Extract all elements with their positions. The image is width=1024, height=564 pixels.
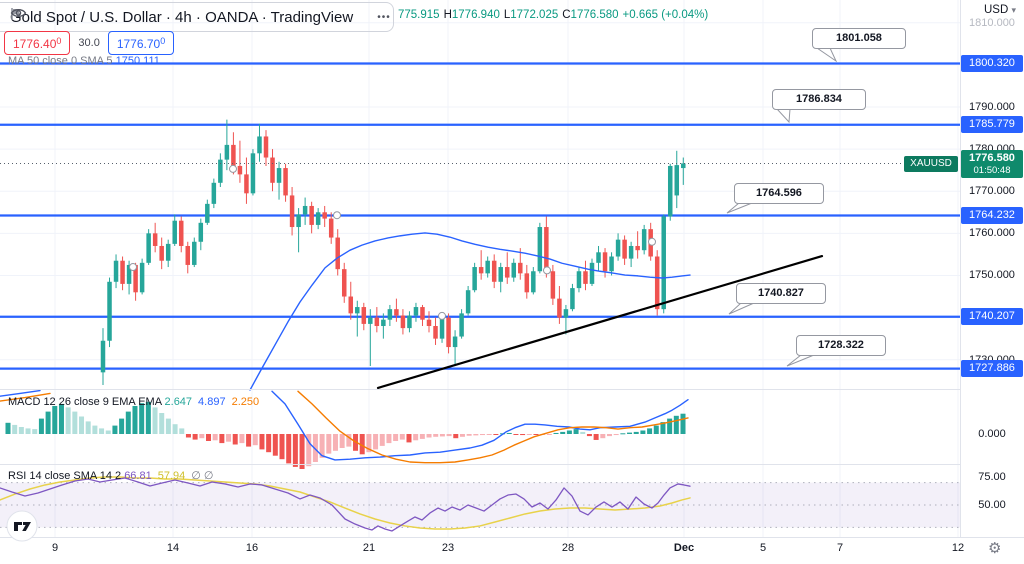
macd-zero-tick: 0.000 xyxy=(978,428,1006,440)
rsi-legend-values: 66.81 57.94 ∅ ∅ xyxy=(124,470,219,482)
symbol-name-tag: XAUUSD xyxy=(904,155,958,172)
time-label: 16 xyxy=(245,542,259,554)
rsi-tick: 75.00 xyxy=(978,471,1006,483)
time-label: 21 xyxy=(362,542,376,554)
time-label: 5 xyxy=(759,542,767,554)
time-label: 14 xyxy=(166,542,180,554)
price-level-badge: 1727.886 xyxy=(961,360,1023,378)
rsi-indicator-legend[interactable]: RSI 14 close SMA 14 2 66.81 57.94 ∅ ∅ xyxy=(8,469,219,482)
ohlc-value: 775.915 xyxy=(398,9,440,21)
ohlc-value: 1776.940 xyxy=(451,9,500,21)
ohlc-value: +0.665 (+0.04%) xyxy=(622,9,709,21)
time-label: Dec xyxy=(673,542,695,554)
price-axis-border xyxy=(960,0,961,537)
spread-label: 30.0 xyxy=(78,37,100,49)
price-level-badge: 1764.232 xyxy=(961,207,1023,225)
chevron-down-icon: ▾ xyxy=(1011,5,1016,15)
pane-divider-main-macd[interactable] xyxy=(0,389,960,390)
legend-value: 2.250 xyxy=(231,396,260,408)
legend-value: 4.897 xyxy=(198,396,226,408)
ohlc-letter: H xyxy=(443,9,452,21)
time-label: 7 xyxy=(836,542,844,554)
legend-value: ∅ ∅ xyxy=(191,470,214,482)
ohlc-value: 1772.025 xyxy=(510,9,559,21)
more-options-icon[interactable]: ••• xyxy=(377,11,391,23)
macd-legend-values: 2.647 4.897 2.250 xyxy=(165,396,266,408)
current-price-badge: 1776.580 01:50:48 xyxy=(961,149,1023,178)
price-callout-label[interactable]: 1764.596 xyxy=(734,183,824,204)
ohlc-letter: C xyxy=(562,9,571,21)
time-axis-border xyxy=(0,537,1024,538)
ma-indicator-legend[interactable]: MA 50 close 0 SMA 5 1750.111 xyxy=(8,55,160,67)
legend-value: 57.94 xyxy=(157,470,186,482)
price-tick: 1790.000 xyxy=(969,100,1015,113)
macd-legend-name: MACD 12 26 close 9 EMA EMA xyxy=(8,396,162,408)
price-callout-label[interactable]: 1786.834 xyxy=(772,89,866,110)
price-callout-label[interactable]: 1801.058 xyxy=(812,28,906,49)
current-price: 1776.580 xyxy=(969,151,1015,164)
price-level-badge: 1800.320 xyxy=(961,55,1023,73)
symbol-title[interactable]: Gold Spot / U.S. Dollar · 4h · OANDA · T… xyxy=(10,8,354,26)
price-tick: 1810.000 xyxy=(969,16,1015,29)
time-label: 12 xyxy=(951,542,965,554)
ma-legend-name: MA 50 close 0 SMA 5 xyxy=(8,55,113,67)
time-label: 28 xyxy=(561,542,575,554)
ohlc-values: 775.915 H1776.940 L1772.025 C1776.580 +0.665… xyxy=(398,9,712,21)
legend-value: 66.81 xyxy=(124,470,152,482)
legend-value: 2.647 xyxy=(164,396,193,408)
sell-button[interactable]: 1776.400 xyxy=(4,31,71,55)
price-level-badge: 1785.779 xyxy=(961,116,1023,134)
rsi-legend-name: RSI 14 close SMA 14 2 xyxy=(8,470,122,482)
pane-divider-macd-rsi[interactable] xyxy=(0,464,960,465)
time-label: 9 xyxy=(51,542,59,554)
bar-countdown: 01:50:48 xyxy=(973,164,1011,176)
buy-button[interactable]: 1776.700 xyxy=(107,31,175,55)
price-tick: 1750.000 xyxy=(969,269,1015,282)
macd-indicator-legend[interactable]: MACD 12 26 close 9 EMA EMA 2.647 4.897 2.2… xyxy=(8,396,265,408)
price-tick: 1760.000 xyxy=(969,227,1015,240)
ma-legend-value: 1750.111 xyxy=(115,55,160,67)
ohlc-value: 1776.580 xyxy=(570,9,619,21)
rsi-tick: 50.00 xyxy=(978,499,1006,511)
bid-ask-panel: 1776.400 30.0 1776.700 xyxy=(4,31,175,55)
time-label: 23 xyxy=(441,542,455,554)
ohlc-letter: L xyxy=(503,9,511,21)
currency-selector[interactable]: USD ▾ xyxy=(983,4,1016,16)
symbol-legend: Gold Spot / U.S. Dollar · 4h · OANDA · T… xyxy=(10,7,391,27)
settings-gear-icon[interactable]: ⚙ xyxy=(988,540,1002,557)
price-callout-label[interactable]: 1728.322 xyxy=(796,335,886,356)
price-level-badge: 1740.207 xyxy=(961,308,1023,326)
price-callout-label[interactable]: 1740.827 xyxy=(736,283,826,304)
price-tick: 1770.000 xyxy=(969,185,1015,198)
